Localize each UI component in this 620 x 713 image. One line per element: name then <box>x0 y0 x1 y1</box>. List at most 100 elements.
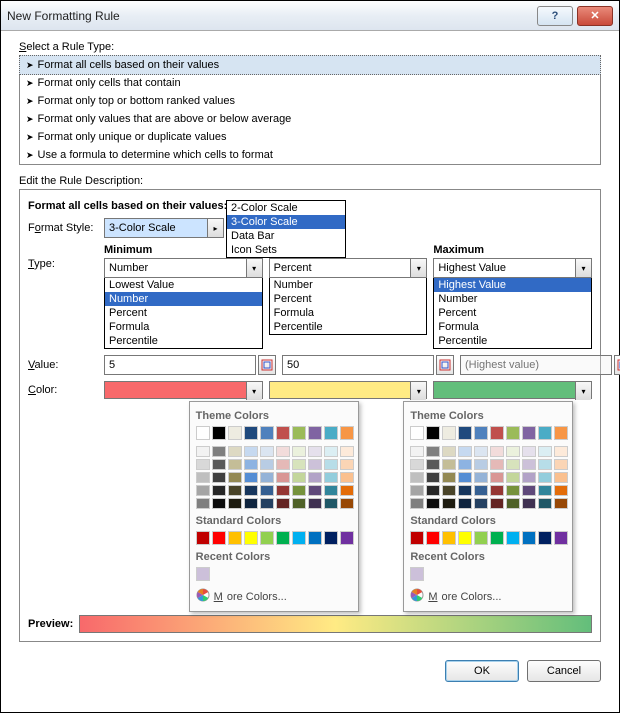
standard-color-cell[interactable] <box>340 531 354 545</box>
help-button[interactable]: ? <box>537 6 573 26</box>
theme-shade-cell[interactable] <box>244 485 258 496</box>
theme-shade-cell[interactable] <box>228 472 242 483</box>
theme-shade-cell[interactable] <box>538 498 552 509</box>
theme-shade-cell[interactable] <box>474 485 488 496</box>
theme-shade-cell[interactable] <box>324 498 338 509</box>
theme-shade-cell[interactable] <box>490 459 504 470</box>
standard-color-cell[interactable] <box>292 531 306 545</box>
recent-color-cell[interactable] <box>196 567 210 581</box>
type-option[interactable]: Highest Value <box>434 278 591 292</box>
theme-shade-cell[interactable] <box>212 446 226 457</box>
theme-shade-cell[interactable] <box>426 446 440 457</box>
type-option[interactable]: Lowest Value <box>105 278 262 292</box>
range-selector-icon[interactable] <box>258 355 276 375</box>
type-option[interactable]: Percentile <box>270 320 427 334</box>
standard-color-cell[interactable] <box>554 531 568 545</box>
theme-shade-cell[interactable] <box>340 446 354 457</box>
theme-shade-cell[interactable] <box>426 498 440 509</box>
standard-color-cell[interactable] <box>324 531 338 545</box>
theme-color-cell[interactable] <box>324 426 338 440</box>
more-colors-link[interactable]: More Colors... <box>196 588 352 605</box>
theme-shade-cell[interactable] <box>260 472 274 483</box>
theme-shade-cell[interactable] <box>474 472 488 483</box>
standard-color-cell[interactable] <box>490 531 504 545</box>
standard-color-cell[interactable] <box>410 531 424 545</box>
theme-shade-cell[interactable] <box>442 459 456 470</box>
midpoint-value-input[interactable] <box>282 355 434 375</box>
theme-shade-cell[interactable] <box>276 498 290 509</box>
theme-shade-cell[interactable] <box>554 485 568 496</box>
theme-shade-cell[interactable] <box>554 459 568 470</box>
maximum-type-dropdown[interactable]: Highest Value ▾ <box>433 258 592 278</box>
theme-color-cell[interactable] <box>506 426 520 440</box>
midpoint-type-dropdown[interactable]: Percent ▾ <box>269 258 428 278</box>
theme-shade-cell[interactable] <box>228 446 242 457</box>
rule-type-option[interactable]: ➤ Format only unique or duplicate values <box>20 128 600 146</box>
theme-shade-cell[interactable] <box>458 498 472 509</box>
standard-color-cell[interactable] <box>244 531 258 545</box>
theme-shade-cell[interactable] <box>458 472 472 483</box>
theme-shade-cell[interactable] <box>228 485 242 496</box>
theme-shade-cell[interactable] <box>474 459 488 470</box>
range-selector-icon[interactable] <box>614 355 620 375</box>
rule-type-option[interactable]: ➤ Format only top or bottom ranked value… <box>20 92 600 110</box>
minimum-type-options[interactable]: Lowest ValueNumberPercentFormulaPercenti… <box>104 278 263 349</box>
dropdown-arrow-icon[interactable]: ▾ <box>575 382 591 400</box>
standard-color-cell[interactable] <box>474 531 488 545</box>
midpoint-color-dropdown[interactable]: ▾ <box>269 381 428 399</box>
theme-shade-cell[interactable] <box>442 446 456 457</box>
standard-color-cell[interactable] <box>276 531 290 545</box>
theme-shade-cell[interactable] <box>292 472 306 483</box>
format-style-options-list[interactable]: 2-Color Scale3-Color ScaleData BarIcon S… <box>226 200 346 258</box>
theme-shade-cell[interactable] <box>458 446 472 457</box>
theme-shade-cell[interactable] <box>490 472 504 483</box>
theme-shade-cell[interactable] <box>260 498 274 509</box>
recent-color-cell[interactable] <box>410 567 424 581</box>
theme-shade-cell[interactable] <box>260 446 274 457</box>
theme-color-cell[interactable] <box>196 426 210 440</box>
theme-shade-cell[interactable] <box>244 459 258 470</box>
theme-shade-cell[interactable] <box>212 472 226 483</box>
theme-color-cell[interactable] <box>554 426 568 440</box>
theme-shade-cell[interactable] <box>308 459 322 470</box>
theme-shade-cell[interactable] <box>340 498 354 509</box>
theme-color-cell[interactable] <box>244 426 258 440</box>
midpoint-type-options[interactable]: NumberPercentFormulaPercentile <box>269 278 428 335</box>
theme-shade-cell[interactable] <box>458 485 472 496</box>
theme-color-cell[interactable] <box>490 426 504 440</box>
maximum-value-input[interactable] <box>460 355 612 375</box>
format-style-option[interactable]: Data Bar <box>227 229 345 243</box>
theme-shade-cell[interactable] <box>410 446 424 457</box>
theme-shade-cell[interactable] <box>426 485 440 496</box>
dropdown-arrow-icon[interactable]: ▾ <box>246 259 262 277</box>
dropdown-arrow-icon[interactable]: ▾ <box>575 259 591 277</box>
theme-shade-cell[interactable] <box>324 459 338 470</box>
theme-shade-cell[interactable] <box>410 485 424 496</box>
standard-color-cell[interactable] <box>196 531 210 545</box>
theme-shade-cell[interactable] <box>410 459 424 470</box>
standard-color-cell[interactable] <box>260 531 274 545</box>
theme-shade-cell[interactable] <box>458 459 472 470</box>
theme-shade-cell[interactable] <box>196 459 210 470</box>
theme-shade-cell[interactable] <box>490 498 504 509</box>
theme-shade-cell[interactable] <box>538 472 552 483</box>
theme-shade-cell[interactable] <box>340 472 354 483</box>
type-option[interactable]: Formula <box>434 320 591 334</box>
theme-color-cell[interactable] <box>308 426 322 440</box>
theme-shade-cell[interactable] <box>474 446 488 457</box>
theme-shade-cell[interactable] <box>308 472 322 483</box>
theme-shade-cell[interactable] <box>276 459 290 470</box>
theme-color-cell[interactable] <box>212 426 226 440</box>
theme-color-cell[interactable] <box>474 426 488 440</box>
theme-shade-cell[interactable] <box>506 498 520 509</box>
theme-shade-cell[interactable] <box>442 472 456 483</box>
minimum-value-input[interactable] <box>104 355 256 375</box>
maximum-color-dropdown[interactable]: ▾ <box>433 381 592 399</box>
dropdown-arrow-icon[interactable]: ▾ <box>410 382 426 400</box>
theme-shade-cell[interactable] <box>474 498 488 509</box>
maximum-type-options[interactable]: Highest ValueNumberPercentFormulaPercent… <box>433 278 592 349</box>
theme-shade-cell[interactable] <box>308 498 322 509</box>
type-option[interactable]: Number <box>270 278 427 292</box>
theme-shade-cell[interactable] <box>244 446 258 457</box>
standard-color-cell[interactable] <box>522 531 536 545</box>
